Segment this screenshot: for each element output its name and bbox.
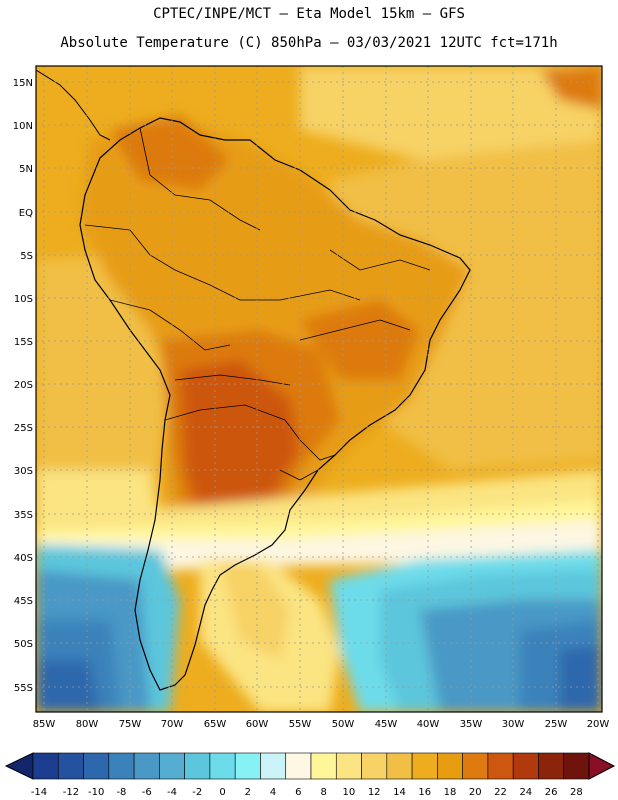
colorbar-label: 10	[343, 787, 356, 798]
colorbar-label: -4	[167, 787, 177, 798]
lon-label: 35W	[460, 719, 483, 730]
lat-label: EQ	[19, 208, 33, 219]
lon-label: 55W	[289, 719, 312, 730]
lat-label: 50S	[14, 639, 33, 650]
colorbar-label: 14	[393, 787, 406, 798]
lon-label: 70W	[161, 719, 184, 730]
lat-label: 55S	[14, 683, 33, 694]
colorbar-label: 16	[418, 787, 431, 798]
colorbar-label: 6	[295, 787, 301, 798]
colorbar-label: 2	[245, 787, 251, 798]
coastline-south-america	[79, 117, 471, 691]
colorbar-label: 24	[519, 787, 532, 798]
lat-label: 15S	[14, 337, 33, 348]
colorbar-label: 12	[368, 787, 381, 798]
lat-label: 5N	[19, 164, 33, 175]
lon-label: 20W	[587, 719, 610, 730]
lat-label: 25S	[14, 423, 33, 434]
lat-label: 45S	[14, 596, 33, 607]
colorbar-label: 28	[570, 787, 583, 798]
colorbar-label: -8	[116, 787, 126, 798]
colorbar-label: -14	[31, 787, 47, 798]
graticule	[36, 66, 602, 712]
lon-label: 80W	[76, 719, 99, 730]
lon-label: 40W	[417, 719, 440, 730]
lon-label: 75W	[119, 719, 142, 730]
colorbar-label: 4	[270, 787, 276, 798]
colorbar-label: -2	[192, 787, 202, 798]
colorbar-label: -10	[88, 787, 104, 798]
map-title-line2: Absolute Temperature (C) 850hPa – 03/03/…	[60, 35, 558, 51]
lon-label: 45W	[375, 719, 398, 730]
colorbar-label: 0	[219, 787, 225, 798]
colorbar-label: -6	[142, 787, 152, 798]
lat-label: 10N	[13, 121, 33, 132]
lat-label: 5S	[20, 251, 33, 262]
lat-label: 35S	[14, 510, 33, 521]
temperature-field	[36, 66, 602, 712]
lon-label: 30W	[502, 719, 525, 730]
latitude-axis: 15N 10N 5N EQ 5S 10S 15S 20S 25S 30S 35S…	[13, 78, 33, 694]
lat-label: 15N	[13, 78, 33, 89]
country-borders	[84, 127, 431, 481]
lon-label: 60W	[246, 719, 269, 730]
lon-label: 85W	[33, 719, 56, 730]
colorbar-label: 8	[320, 787, 326, 798]
lat-label: 20S	[14, 380, 33, 391]
coastline-central-america	[36, 69, 111, 141]
map-title-line1: CPTEC/INPE/MCT – Eta Model 15km – GFS	[153, 6, 465, 22]
colorbar-label: 22	[494, 787, 507, 798]
colorbar-label: 20	[469, 787, 482, 798]
lat-label: 30S	[14, 466, 33, 477]
colorbar-label: -12	[63, 787, 79, 798]
colorbar-label: 26	[545, 787, 558, 798]
map-frame	[35, 65, 603, 713]
lon-label: 25W	[545, 719, 568, 730]
colorbar-label: 18	[444, 787, 457, 798]
temperature-map: 15N 10N 5N EQ 5S 10S 15S 20S 25S 30S 35S…	[13, 65, 610, 730]
lon-label: 50W	[332, 719, 355, 730]
longitude-axis: 85W 80W 75W 70W 65W 60W 55W 50W 45W 40W …	[33, 719, 610, 730]
lat-label: 10S	[14, 294, 33, 305]
lat-label: 40S	[14, 553, 33, 564]
lon-label: 65W	[204, 719, 227, 730]
